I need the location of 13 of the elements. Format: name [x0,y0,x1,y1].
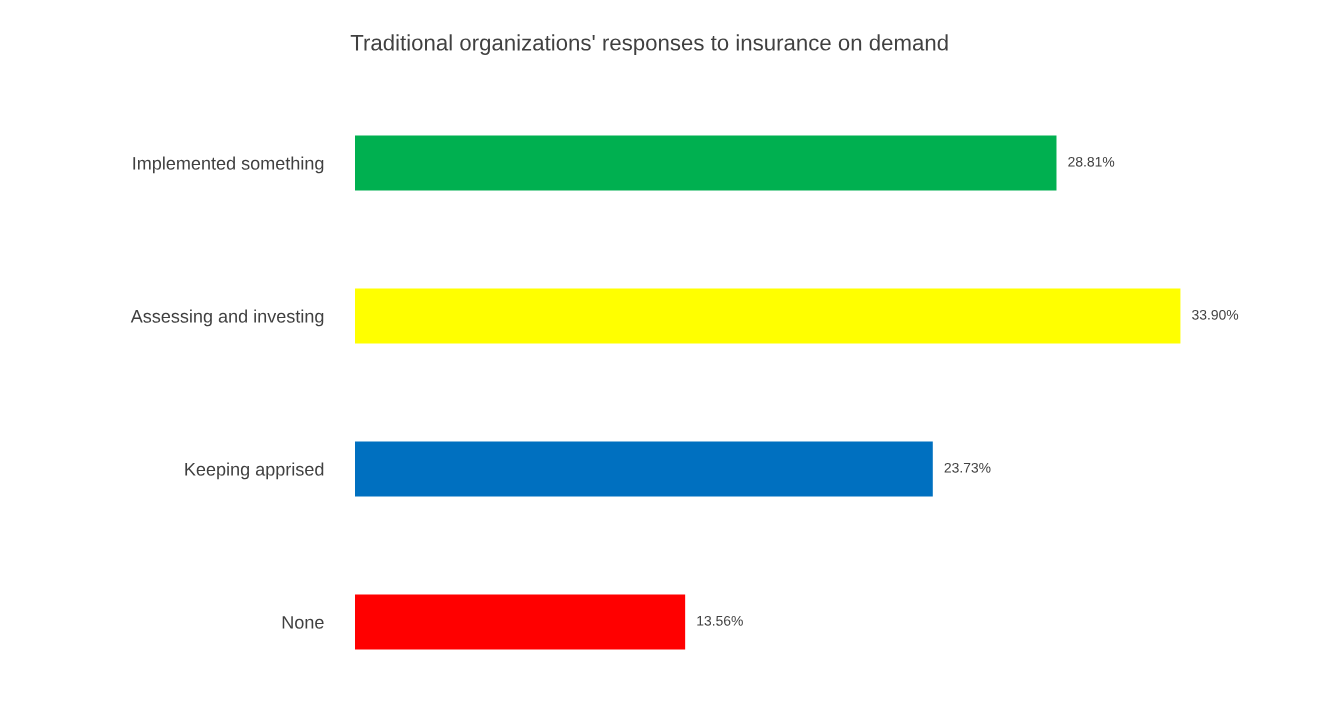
bar [354,288,1181,344]
chart-title: Traditional organizations' responses to insurance on demand [350,34,948,55]
y-tick-label: Implemented something [133,156,324,174]
bar [354,441,933,497]
data-label: 13.56% [697,615,743,626]
bar [354,594,686,650]
data-label: 28.81% [1068,156,1115,167]
y-tick-label: Assessing and investing [130,309,324,327]
bar [354,135,1057,191]
data-label: 33.90% [1192,309,1239,320]
data-label: 23.73% [944,462,991,473]
y-tick-label: None [282,616,324,629]
y-tick-label: Keeping apprised [185,462,324,480]
